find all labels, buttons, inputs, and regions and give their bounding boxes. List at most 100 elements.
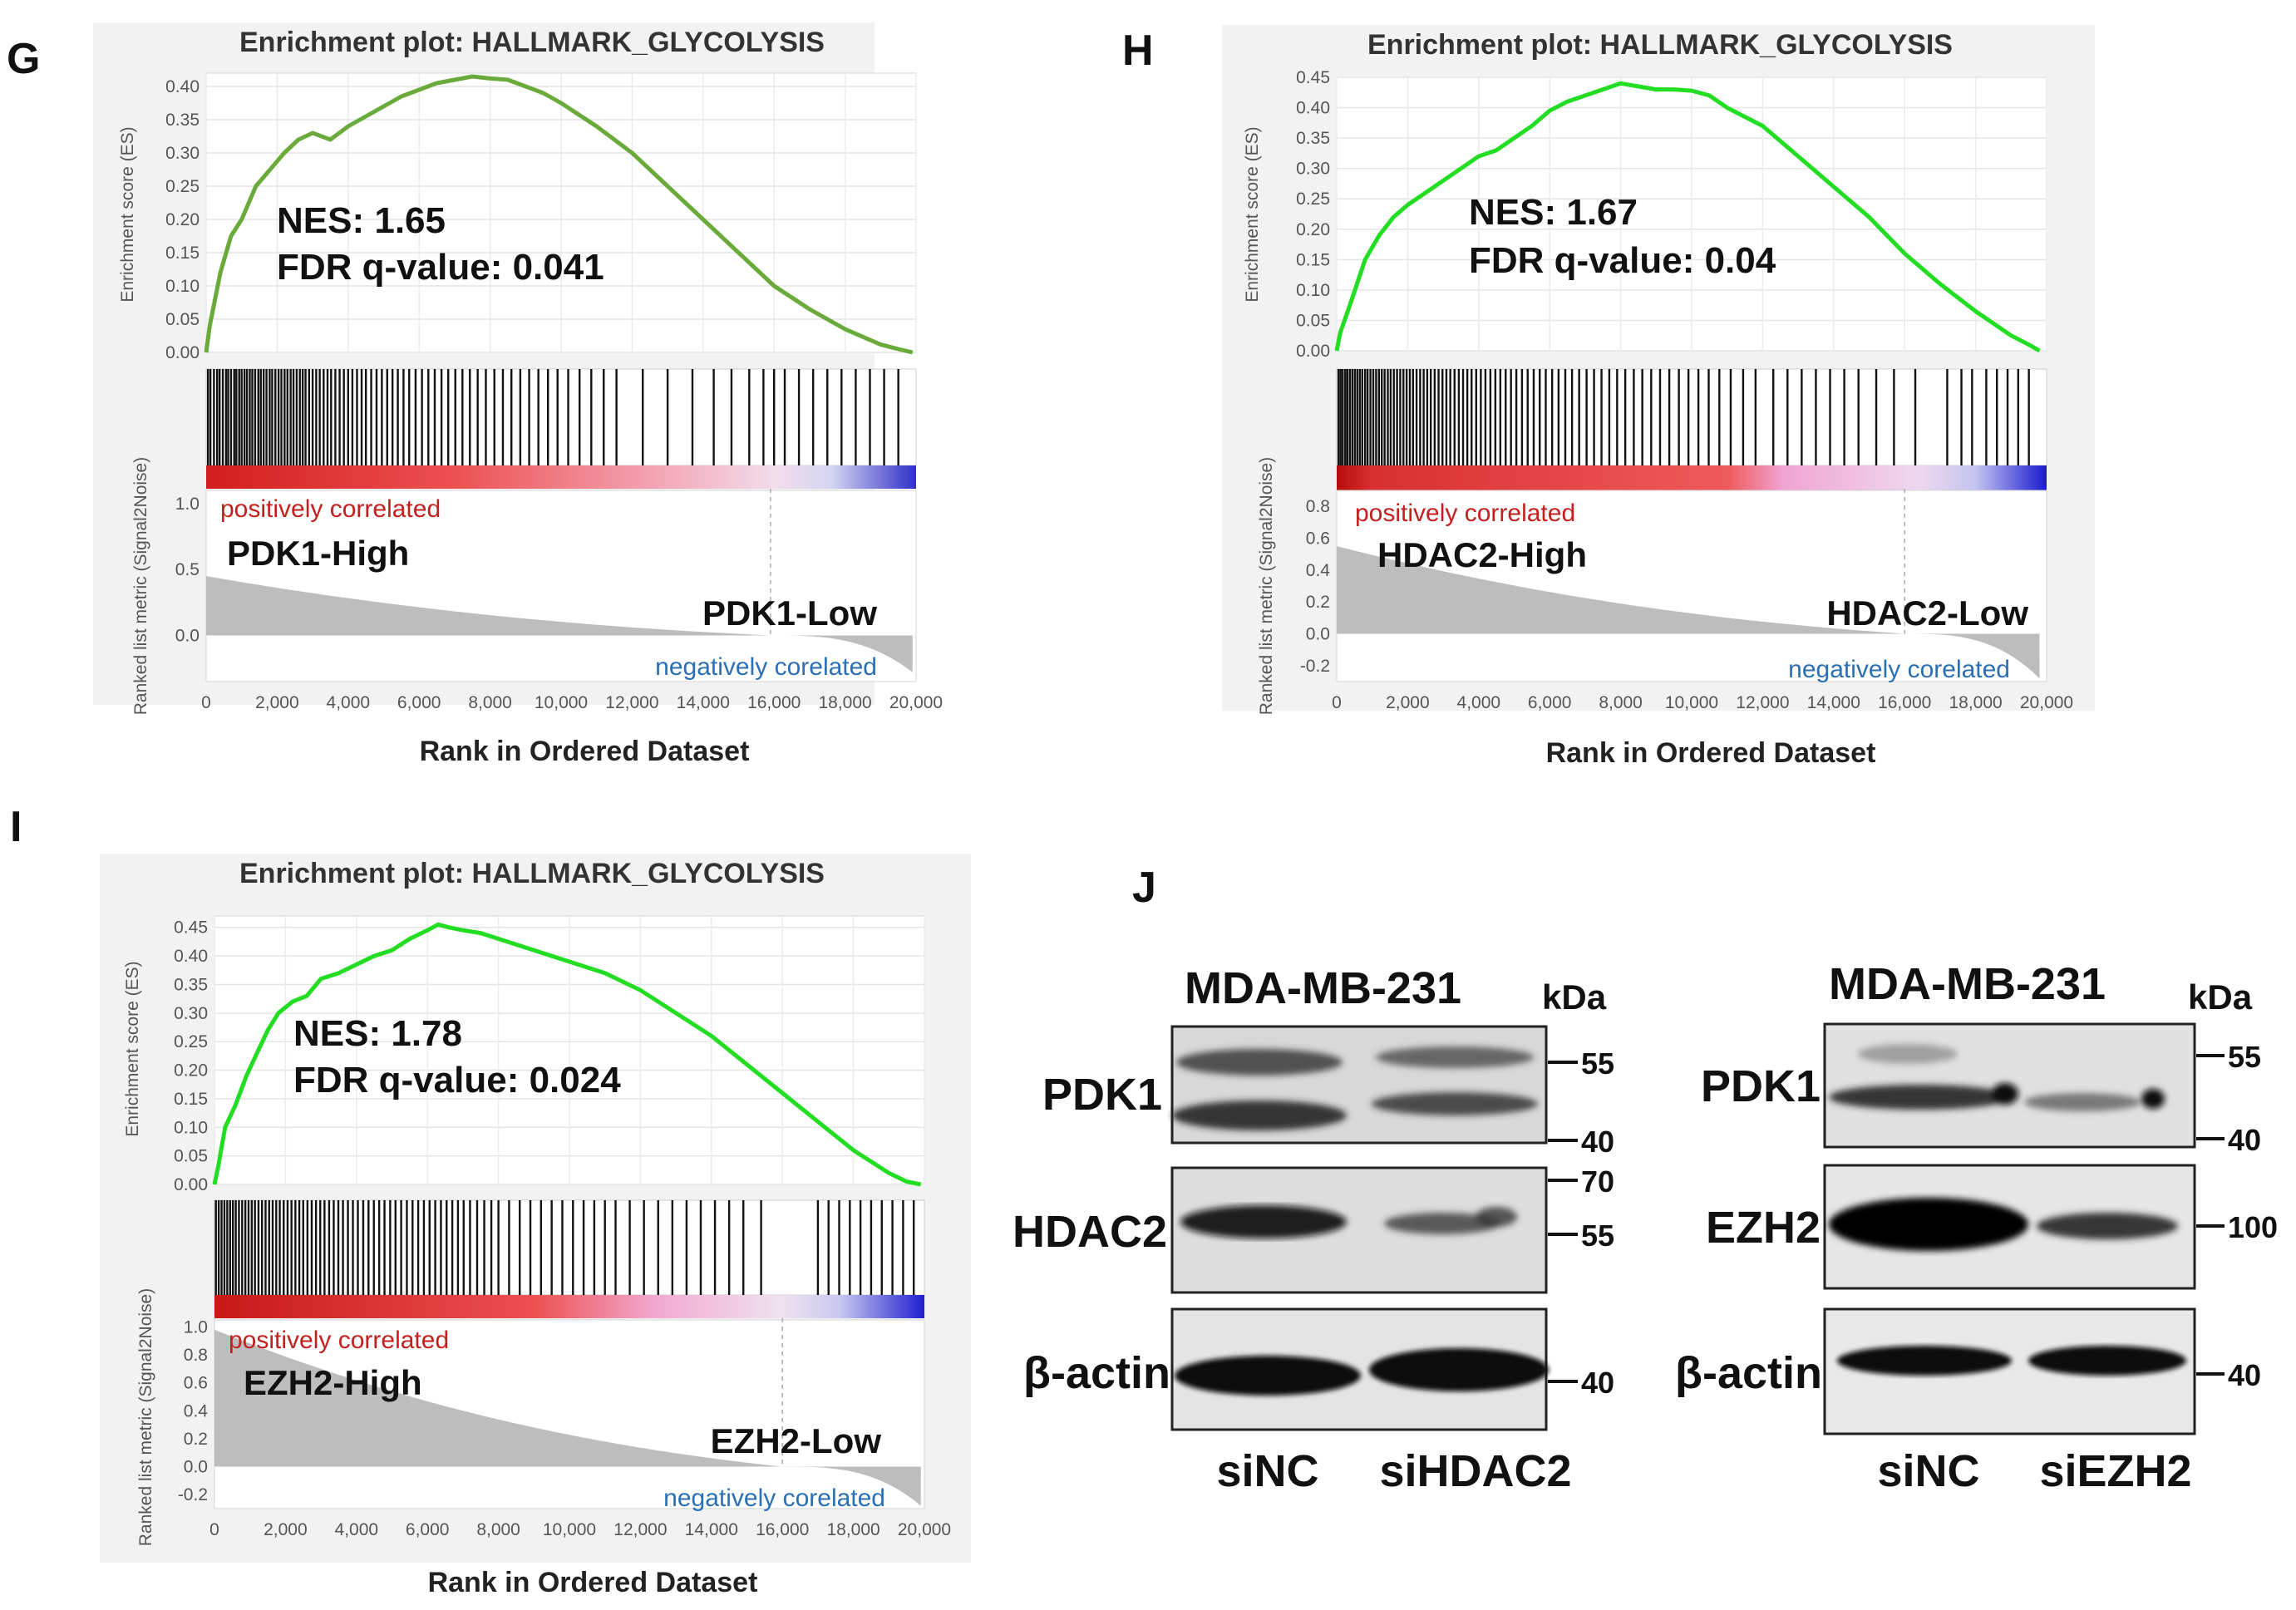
negative-corr-label: negatively corelated: [655, 653, 877, 681]
metric-tick-label: 0.6: [1306, 529, 1330, 549]
x-tick-label: 8,000: [468, 693, 512, 712]
low-group-label: PDK1-Low: [702, 593, 877, 633]
x-tick-label: 16,000: [747, 693, 801, 712]
x-tick-label: 6,000: [1528, 693, 1572, 712]
es-tick-label: 0.35: [1296, 129, 1330, 148]
metric-tick-label: 0.5: [175, 560, 200, 579]
blot-right-cell-line: MDA-MB-231: [1829, 959, 2106, 1009]
es-tick-label: 0.35: [165, 111, 200, 130]
es-tick-label: 0.10: [1296, 281, 1330, 300]
x-tick-label: 4,000: [327, 693, 371, 712]
rank-color-bar: [1337, 465, 2047, 490]
positive-corr-label: positively correlated: [229, 1327, 449, 1354]
es-curve: [1334, 81, 2041, 353]
x-tick-label: 18,000: [1949, 693, 2002, 712]
x-axis-label: Rank in Ordered Dataset: [420, 736, 750, 767]
es-curve: [204, 74, 914, 355]
blot-right-lane-siezh2: siEZH2: [2039, 1446, 2191, 1496]
es-tick-label: 0.45: [174, 918, 208, 938]
metric-axis-label: Ranked list metric (Signal2Noise): [131, 457, 150, 715]
blot-right-marker-40b: 40: [2228, 1358, 2261, 1392]
x-tick-label: 2,000: [1386, 693, 1430, 712]
x-tick-label: 20,000: [2020, 693, 2073, 712]
x-tick-label: 14,000: [677, 693, 730, 712]
x-tick-label: 14,000: [1807, 693, 1860, 712]
high-group-label: EZH2-High: [244, 1363, 422, 1402]
positive-corr-label: positively correlated: [220, 495, 441, 523]
es-tick-label: 0.40: [174, 947, 208, 966]
es-tick-label: 0.20: [165, 210, 200, 229]
x-tick-label: 4,000: [1457, 693, 1501, 712]
x-tick-label: 2,000: [255, 693, 299, 712]
blot-left-lane-sinc: siNC: [1216, 1446, 1318, 1496]
blot-right-marker-40a: 40: [2228, 1123, 2261, 1157]
x-tick-label: 18,000: [818, 693, 871, 712]
es-tick-label: 0.05: [174, 1147, 208, 1166]
blot-left-marker-40b: 40: [1581, 1366, 1614, 1400]
metric-tick-label: 0.4: [1306, 561, 1331, 580]
metric-tick-label: 0.0: [175, 626, 200, 645]
es-tick-label: 0.45: [1296, 68, 1330, 87]
rank-color-bar: [206, 465, 916, 489]
metric-tick-label: 0.2: [184, 1430, 208, 1449]
blot-left-protein-pdk1: PDK1: [1042, 1070, 1162, 1120]
x-tick-label: 12,000: [605, 693, 658, 712]
es-tick-label: 0.15: [174, 1090, 208, 1109]
es-tick-label: 0.30: [165, 144, 200, 163]
es-tick-label: 0.05: [1296, 311, 1330, 330]
fdr-value: FDR q-value: 0.041: [277, 247, 604, 288]
fdr-value: FDR q-value: 0.024: [293, 1060, 621, 1100]
es-tick-label: 0.40: [1296, 99, 1330, 118]
es-axis-label: Enrichment score (ES): [118, 126, 137, 302]
panel-label-g: G: [7, 35, 40, 83]
blot-left-lane-sihdac2: siHDAC2: [1379, 1446, 1571, 1496]
es-tick-label: 0.20: [1296, 220, 1330, 239]
blot-left-kda: kDa: [1542, 977, 1607, 1017]
es-tick-label: 0.15: [165, 244, 200, 263]
panel-label-i: I: [10, 803, 22, 851]
x-tick-label: 18,000: [826, 1520, 879, 1539]
metric-tick-label: 0.2: [1306, 593, 1330, 612]
metric-tick-label: 0.8: [1306, 497, 1330, 516]
blot-right-marker-55: 55: [2228, 1040, 2261, 1074]
metric-tick-label: 0.4: [184, 1401, 209, 1420]
plot-title: Enrichment plot: HALLMARK_GLYCOLYSIS: [239, 858, 825, 889]
x-tick-label: 12,000: [613, 1520, 667, 1539]
blot-left-marker-70: 70: [1581, 1164, 1614, 1199]
es-tick-label: 0.40: [165, 77, 200, 96]
blot-right-protein-ezh2: EZH2: [1706, 1203, 1821, 1253]
x-tick-label: 14,000: [685, 1520, 738, 1539]
es-axis-label: Enrichment score (ES): [123, 961, 142, 1136]
gsea-panel-h: 0.000.050.100.150.200.250.300.350.400.45…: [1222, 25, 2095, 769]
metric-tick-label: 0.6: [184, 1374, 208, 1393]
es-tick-label: 0.25: [1296, 190, 1330, 209]
nes-value: NES: 1.78: [293, 1013, 462, 1054]
low-group-label: EZH2-Low: [711, 1421, 882, 1460]
x-axis-label: Rank in Ordered Dataset: [428, 1567, 758, 1598]
es-tick-label: 0.30: [174, 1004, 208, 1023]
gsea-panel-g: 0.000.050.100.150.200.250.300.350.401.00…: [93, 22, 943, 767]
es-tick-label: 0.05: [165, 310, 200, 329]
x-tick-label: 4,000: [335, 1520, 379, 1539]
x-tick-label: 0: [201, 693, 211, 712]
plot-title: Enrichment plot: HALLMARK_GLYCOLYSIS: [239, 27, 825, 58]
x-tick-label: 0: [209, 1520, 219, 1539]
metric-tick-label: 0.0: [1306, 625, 1330, 644]
x-tick-label: 12,000: [1736, 693, 1789, 712]
negative-corr-label: negatively corelated: [663, 1484, 885, 1512]
fdr-value: FDR q-value: 0.04: [1469, 240, 1776, 281]
es-tick-label: 0.00: [174, 1175, 208, 1194]
blot-left-protein-actin: β-actin: [1023, 1348, 1170, 1398]
blot-right-marker-100: 100: [2228, 1210, 2278, 1244]
blot-left-cell-line: MDA-MB-231: [1185, 963, 1461, 1013]
x-tick-label: 10,000: [535, 693, 588, 712]
x-tick-label: 6,000: [397, 693, 441, 712]
rank-color-bar: [214, 1295, 924, 1318]
blot-left-marker-55b: 55: [1581, 1219, 1614, 1253]
es-tick-label: 0.00: [1296, 342, 1330, 361]
x-tick-label: 2,000: [264, 1520, 308, 1539]
metric-tick-label: 1.0: [184, 1317, 208, 1337]
nes-value: NES: 1.65: [277, 200, 446, 241]
nes-value: NES: 1.67: [1469, 192, 1638, 233]
